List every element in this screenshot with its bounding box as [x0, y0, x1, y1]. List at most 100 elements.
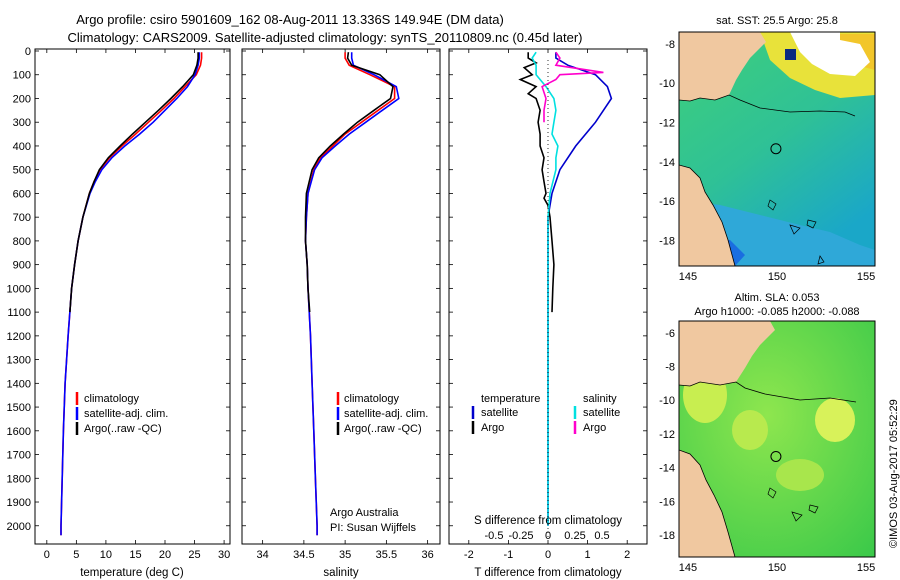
- depth-tick-label: 700: [13, 212, 31, 224]
- x-tick-label: -1: [504, 549, 514, 561]
- sla-reef-outline: [767, 487, 819, 522]
- sst-map-frame: [678, 31, 876, 267]
- depth-tick-label: 900: [13, 260, 31, 272]
- x-tick-label: 35.5: [376, 549, 397, 561]
- sst-dark-pixel: [785, 49, 796, 60]
- legend-heading-salinity: salinity: [583, 393, 617, 405]
- legend-label-temp-argo: Argo: [481, 422, 504, 434]
- sla-high-anomaly: [776, 459, 824, 491]
- map-y-tick-label: -18: [659, 530, 675, 542]
- x2-tick-label: -0.5: [485, 530, 504, 542]
- map-y-tick-label: -10: [659, 395, 675, 407]
- depth-tick-label: 1300: [7, 355, 31, 367]
- series-line-climatology: [304, 52, 396, 536]
- sst-map: sat. SST: 25.5 Argo: 25.8: [678, 15, 876, 267]
- x-tick-label: 15: [129, 549, 141, 561]
- x2-tick-label: 0.5: [594, 530, 609, 542]
- x2-tick-label: 0.25: [564, 530, 585, 542]
- map-y-tick-label: -8: [665, 39, 675, 51]
- series-line-satellite-adj-clim-: [304, 52, 400, 536]
- map-x-tick-label: 145: [679, 562, 697, 574]
- series-line-temperature-argo: [518, 52, 555, 313]
- difference-x2label: S difference from climatology: [474, 515, 622, 527]
- x-tick-label: 20: [159, 549, 171, 561]
- series-line-temperature-satellite: [547, 52, 613, 526]
- salinity-xlabel: salinity: [323, 567, 358, 579]
- map-x-tick-label: 155: [857, 562, 875, 574]
- axis-ticks-layer: 0100200300400500600700800900100011001200…: [7, 39, 876, 574]
- series-line-satellite-adj-clim-: [60, 52, 201, 536]
- map-y-tick-label: -14: [659, 463, 675, 475]
- profile-lines-layer: [60, 51, 613, 536]
- sst-land-png: [679, 32, 766, 101]
- x2-tick-label: -0.25: [508, 530, 533, 542]
- depth-tick-label: 200: [13, 93, 31, 105]
- x-tick-label: 35: [339, 549, 351, 561]
- figure-title-line1: Argo profile: csiro 5901609_162 08-Aug-2…: [76, 12, 504, 27]
- sla-land-png: [679, 321, 775, 386]
- depth-tick-label: 2000: [7, 521, 31, 533]
- sst-reef-outline: [767, 199, 825, 265]
- sla-map-subtitle: Argo h1000: -0.085 h2000: -0.088: [694, 306, 859, 318]
- sla-coastline: [679, 381, 857, 557]
- legend-label-argo: Argo(..raw -QC): [84, 423, 162, 435]
- legend-label-sal-satellite: satellite: [583, 407, 620, 419]
- depth-tick-label: 300: [13, 117, 31, 129]
- x-tick-label: 5: [73, 549, 79, 561]
- depth-tick-label: 1100: [7, 307, 31, 319]
- x-tick-label: 0: [545, 549, 551, 561]
- map-y-tick-label: -6: [665, 328, 675, 340]
- temperature-legend: climatology satellite-adj. clim. Argo(..…: [75, 392, 168, 435]
- salinity-panel-frame: [241, 48, 441, 545]
- x-tick-label: 1: [585, 549, 591, 561]
- x-tick-label: 36: [422, 549, 434, 561]
- depth-tick-label: 500: [13, 165, 31, 177]
- x-tick-label: 10: [100, 549, 112, 561]
- x-tick-label: 2: [624, 549, 630, 561]
- legend-label-climatology: climatology: [344, 393, 400, 405]
- map-y-tick-label: -12: [659, 429, 675, 441]
- map-y-tick-label: -10: [659, 78, 675, 90]
- map-y-tick-label: -18: [659, 235, 675, 247]
- sst-map-title: sat. SST: 25.5 Argo: 25.8: [716, 15, 838, 27]
- series-line-salinity-satellite: [531, 51, 559, 526]
- series-line-argo: [304, 52, 394, 313]
- depth-tick-label: 0: [25, 46, 31, 58]
- depth-tick-label: 1000: [7, 283, 31, 295]
- legend-label-temp-satellite: satellite: [481, 407, 518, 419]
- depth-tick-label: 1900: [7, 497, 31, 509]
- x-tick-label: 0: [44, 549, 50, 561]
- imos-timestamp: ©IMOS 03-Aug-2017 05:52:29: [888, 399, 900, 548]
- depth-tick-label: 100: [13, 70, 31, 82]
- map-x-tick-label: 145: [679, 271, 697, 283]
- depth-tick-label: 400: [13, 141, 31, 153]
- map-y-tick-label: -16: [659, 496, 675, 508]
- x-tick-label: 34.5: [293, 549, 314, 561]
- figure-title-line2: Climatology: CARS2009. Satellite-adjuste…: [68, 30, 583, 45]
- depth-tick-label: 1500: [7, 402, 31, 414]
- depth-tick-label: 1400: [7, 378, 31, 390]
- sla-map-frame: [678, 320, 876, 558]
- sla-argo-location-marker: [770, 450, 782, 462]
- series-line-salinity-argo: [541, 51, 604, 123]
- sla-high-anomaly: [815, 398, 855, 442]
- x-tick-label: -2: [464, 549, 474, 561]
- x-tick-label: 30: [218, 549, 230, 561]
- legend-label-satellite: satellite-adj. clim.: [84, 408, 168, 420]
- depth-tick-label: 1600: [7, 426, 31, 438]
- salinity-legend: climatology satellite-adj. clim. Argo(..…: [336, 392, 428, 435]
- attribution-org: Argo Australia: [330, 507, 399, 519]
- temperature-panel-frame: [34, 48, 231, 545]
- series-line-argo: [69, 52, 199, 313]
- sst-argo-location-marker: [770, 143, 782, 155]
- depth-tick-label: 1800: [7, 473, 31, 485]
- sst-cloud-mask: [790, 32, 870, 76]
- sla-map: Altim. SLA: 0.053 Argo h1000: -0.085 h20…: [678, 292, 876, 558]
- depth-tick-label: 800: [13, 236, 31, 248]
- legend-label-argo: Argo(..raw -QC): [344, 423, 422, 435]
- difference-legend: temperature salinity satellite Argo sate…: [471, 393, 620, 434]
- legend-heading-temperature: temperature: [481, 393, 540, 405]
- sst-land-aus: [679, 165, 735, 266]
- sst-coastline: [679, 94, 856, 266]
